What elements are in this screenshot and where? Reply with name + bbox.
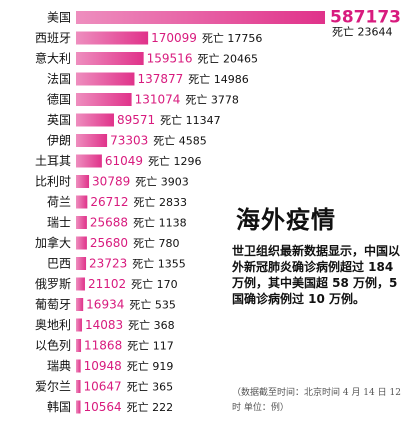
value-label: 131074 (135, 93, 181, 107)
country-label: 爱尔兰 (35, 379, 71, 394)
value-label: 14083 (85, 318, 123, 332)
value-label: 159516 (147, 52, 193, 66)
bar (76, 31, 149, 45)
data-note: （数据截至时间：北京时间 4 月 14 日 12 时 单位：例） (232, 388, 401, 413)
country-label: 俄罗斯 (35, 277, 71, 291)
summary-text: 世卫组织最新数据显示，中国以外新冠肺炎确诊病例超过 184 万例，其中美国超 5… (232, 244, 401, 306)
deaths-label: 死亡 368 (128, 318, 175, 332)
bar (76, 257, 87, 270)
bar (76, 339, 82, 352)
bar (76, 318, 82, 332)
deaths-label: 死亡 11347 (160, 113, 221, 127)
country-label: 葡萄牙 (35, 298, 71, 312)
deaths-label: 死亡 222 (127, 400, 174, 414)
value-label: 73303 (110, 134, 148, 148)
bar (76, 400, 81, 414)
bar (76, 52, 144, 65)
bar (76, 277, 85, 291)
country-label: 法国 (47, 72, 71, 86)
value-label: 26712 (90, 195, 128, 209)
value-label: 137877 (137, 72, 183, 86)
value-label: 16934 (86, 298, 124, 312)
deaths-label: 死亡 1296 (148, 154, 202, 168)
value-label: 10647 (84, 380, 122, 394)
country-label: 加拿大 (35, 235, 71, 250)
value-label: 30789 (92, 175, 130, 189)
country-label: 瑞士 (47, 216, 71, 230)
bar (76, 236, 87, 250)
bar (76, 175, 90, 188)
country-label: 巴西 (47, 257, 71, 271)
deaths-label: 死亡 23644 (332, 25, 393, 39)
deaths-label: 死亡 4585 (153, 134, 207, 148)
bar (76, 134, 108, 147)
deaths-label: 死亡 1355 (132, 257, 186, 271)
deaths-label: 死亡 919 (127, 359, 174, 373)
deaths-label: 死亡 780 (133, 236, 180, 250)
country-label: 德国 (47, 92, 71, 107)
country-label: 韩国 (47, 399, 71, 414)
country-label: 比利时 (35, 175, 71, 189)
chart-title: 海外疫情 (236, 206, 336, 234)
country-label: 意大利 (35, 51, 71, 66)
deaths-label: 死亡 17756 (202, 31, 263, 45)
country-label: 奥地利 (35, 318, 71, 332)
deaths-label: 死亡 1138 (133, 216, 187, 230)
deaths-label: 死亡 535 (129, 298, 176, 312)
bar (76, 298, 84, 311)
value-label: 61049 (105, 154, 143, 168)
country-label: 荷兰 (47, 195, 71, 209)
deaths-label: 死亡 117 (127, 339, 173, 353)
value-label: 10564 (83, 400, 121, 414)
deaths-label: 死亡 20465 (197, 52, 257, 66)
deaths-label: 死亡 2833 (134, 195, 188, 209)
bar (76, 359, 81, 373)
country-label: 以色列 (35, 339, 71, 353)
value-label: 89571 (117, 113, 155, 127)
value-label: 587173 (330, 8, 401, 28)
bar (76, 11, 325, 24)
bar (76, 216, 87, 229)
deaths-label: 死亡 3778 (185, 93, 239, 107)
bar (76, 380, 81, 393)
deaths-label: 死亡 365 (127, 380, 174, 394)
value-label: 23723 (89, 257, 127, 271)
deaths-label: 死亡 14986 (188, 72, 249, 86)
deaths-label: 死亡 170 (131, 277, 178, 291)
country-label: 英国 (47, 113, 71, 127)
bar (76, 195, 88, 209)
bar (76, 113, 114, 127)
value-label: 21102 (88, 277, 126, 291)
country-label: 伊朗 (47, 134, 71, 148)
value-label: 10948 (84, 359, 122, 373)
country-label: 瑞典 (47, 359, 71, 373)
value-label: 25688 (90, 216, 128, 230)
bar (76, 154, 102, 168)
deaths-label: 死亡 3903 (135, 175, 189, 189)
bar (76, 93, 132, 106)
bar (76, 72, 135, 86)
country-label: 美国 (47, 11, 71, 25)
value-label: 170099 (151, 31, 197, 45)
country-label: 西班牙 (35, 31, 71, 45)
value-label: 11868 (84, 339, 122, 353)
value-label: 25680 (90, 236, 128, 250)
country-label: 土耳其 (35, 154, 71, 168)
